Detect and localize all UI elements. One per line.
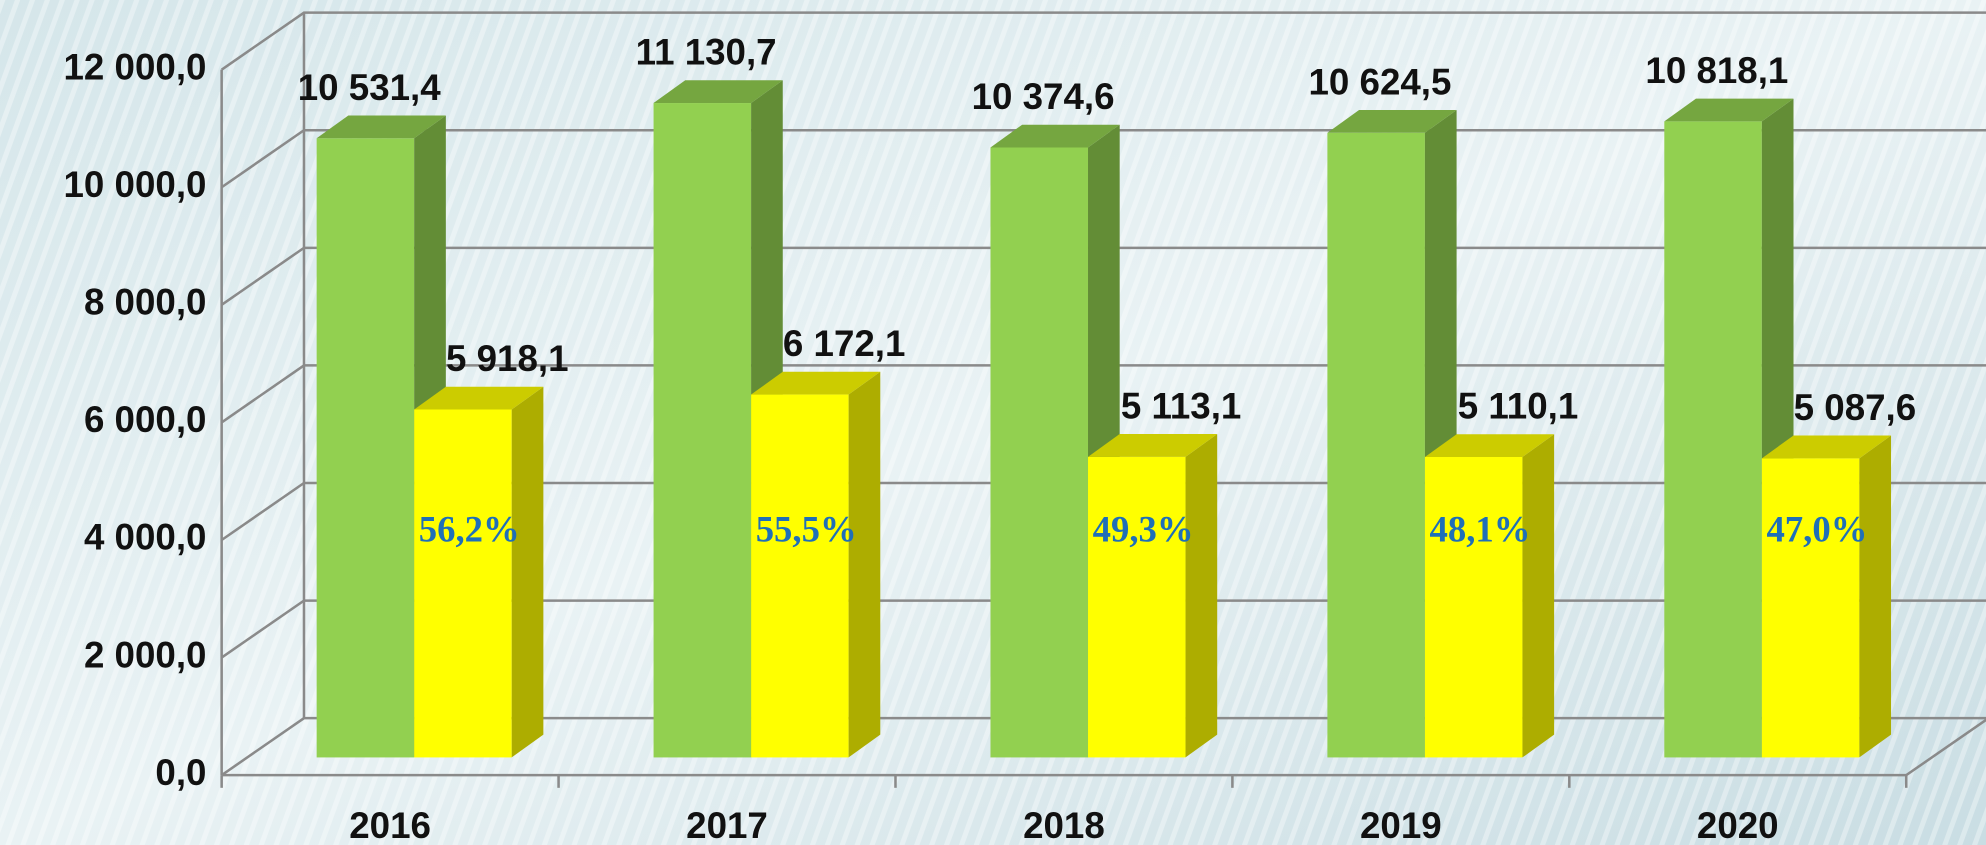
bar-front [1664, 121, 1762, 758]
value-label: 5 918,1 [446, 338, 569, 379]
bar-front [751, 394, 849, 758]
bar-side [1859, 435, 1892, 758]
bar-front [990, 147, 1089, 758]
bar-front [1088, 456, 1186, 758]
value-label: 11 130,7 [636, 32, 777, 73]
x-tick-label: 2018 [1023, 805, 1105, 845]
bar-top [316, 115, 446, 139]
bar-top [653, 80, 783, 104]
grid-line [220, 11, 1986, 71]
value-label: 10 531,4 [298, 67, 442, 108]
bar-front [316, 138, 415, 758]
bar-top [1424, 434, 1555, 457]
value-label: 5 087,6 [1794, 387, 1917, 428]
y-tick-label: 4 000,0 [84, 517, 207, 558]
y-tick-label: 12 000,0 [64, 46, 207, 87]
y-tick-label: 10 000,0 [64, 164, 207, 205]
y-tick-label: 0,0 [155, 752, 206, 793]
bar-top [1761, 435, 1892, 459]
value-label: 10 374,6 [972, 76, 1115, 117]
bar-side [1522, 434, 1555, 758]
value-label: 5 110,1 [1458, 386, 1578, 427]
x-tick-label: 2019 [1360, 805, 1442, 845]
percent-label: 49,3% [1093, 509, 1194, 550]
x-tick-label: 2017 [686, 805, 768, 845]
value-label: 10 818,1 [1645, 50, 1788, 91]
y-tick-label: 2 000,0 [84, 634, 207, 675]
bar-front [414, 409, 512, 758]
bar-front [1424, 456, 1523, 758]
bar-top [1327, 109, 1457, 133]
percent-label: 48,1% [1430, 509, 1531, 550]
value-label: 5 113,1 [1121, 385, 1241, 426]
value-label: 6 172,1 [783, 323, 906, 364]
x-tick-label: 2020 [1697, 805, 1779, 845]
bar-top [990, 124, 1120, 148]
percent-label: 55,5% [756, 509, 857, 550]
bar-side [511, 386, 544, 758]
percent-label: 56,2% [419, 509, 520, 550]
plot: 0,0 2 000,0 4 000,0 6 000,0 8 000,0 10 000,0 1… [64, 11, 1986, 845]
y-tick-label: 6 000,0 [84, 399, 207, 440]
bar-side [848, 371, 881, 758]
bar-top [414, 386, 544, 410]
bar-front [1761, 458, 1860, 758]
x-tick-label: 2016 [349, 805, 431, 845]
value-label: 10 624,5 [1308, 61, 1451, 102]
bar-top [751, 371, 881, 395]
bar-top [1664, 98, 1794, 122]
bar-side [1185, 434, 1218, 758]
bar-front [1327, 132, 1425, 758]
y-tick-label: 8 000,0 [84, 282, 207, 323]
bar-front [653, 103, 752, 758]
bar-top [1088, 434, 1218, 457]
percent-label: 47,0% [1766, 509, 1867, 550]
